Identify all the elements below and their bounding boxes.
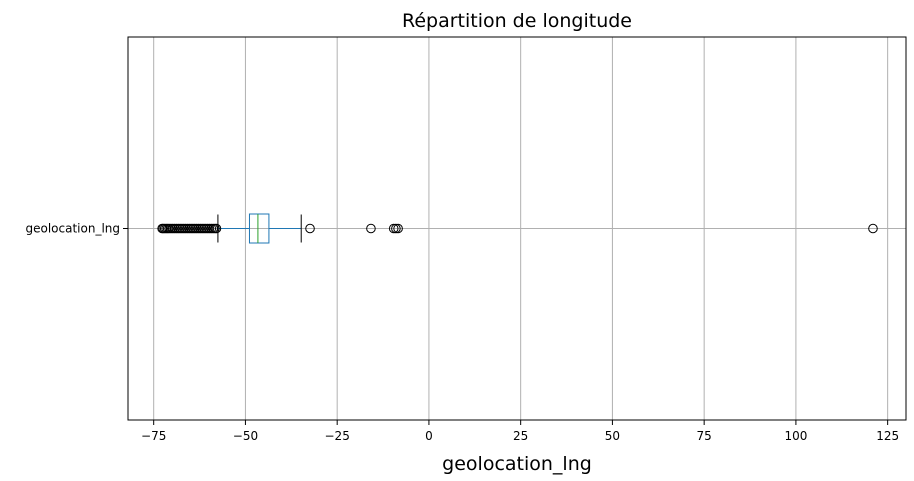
outlier-point	[393, 223, 403, 234]
x-tick-label: 50	[605, 429, 620, 443]
iqr-box	[248, 213, 270, 244]
x-tick-label: 125	[876, 429, 899, 443]
outlier-point	[868, 223, 878, 234]
outlier-point	[366, 223, 376, 234]
outlier-point	[391, 223, 401, 234]
grid	[128, 37, 906, 420]
x-tick-label: −75	[141, 429, 166, 443]
y-tick-label: geolocation_lng	[25, 222, 120, 236]
boxplot	[157, 213, 878, 244]
y-axis: geolocation_lng	[25, 222, 128, 236]
x-axis: −75 −50 −25 0 25 50 75 100 125	[141, 420, 899, 443]
x-tick-label: 25	[513, 429, 528, 443]
x-tick-label: −25	[325, 429, 350, 443]
x-tick-label: −50	[233, 429, 258, 443]
x-tick-label: 100	[784, 429, 807, 443]
x-tick-label: 0	[425, 429, 433, 443]
outlier-point	[305, 223, 315, 234]
chart-title: Répartition de longitude	[402, 10, 632, 32]
outlier-point	[388, 223, 399, 234]
x-axis-label: geolocation_lng	[442, 453, 592, 475]
x-tick-label: 75	[697, 429, 712, 443]
outlier-point	[211, 223, 222, 234]
